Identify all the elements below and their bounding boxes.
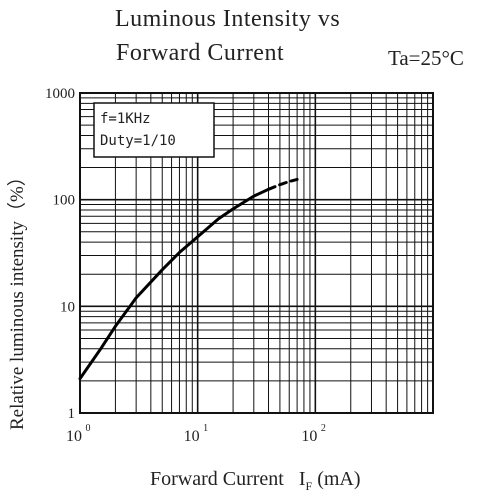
y-tick-label: 100 <box>53 193 76 209</box>
legend-line: f=1KHz <box>100 111 151 127</box>
legend-box <box>93 102 215 158</box>
plot-frame <box>79 92 434 414</box>
x-axis-label-symbol: I <box>298 468 306 490</box>
x-axis-label-unit: (mA) <box>317 468 361 490</box>
chart-title-line1: Luminous Intensity vs <box>115 6 341 32</box>
y-tick-label: 1000 <box>45 86 75 102</box>
series-line-dashed <box>267 177 299 191</box>
x-tick-label-exponent: 0 <box>86 423 91 434</box>
x-axis-label: Forward Current IF (mA) <box>150 468 361 494</box>
x-tick-label-base: 10 <box>301 428 317 445</box>
x-tick-label-base: 10 <box>184 428 200 445</box>
x-tick-label-exponent: 1 <box>203 423 208 434</box>
y-tick-label: 10 <box>60 299 75 315</box>
x-tick-label-exponent: 2 <box>321 423 326 434</box>
x-axis-label-text: Forward Current <box>150 468 284 490</box>
series-line-solid <box>78 187 270 381</box>
legend-line: Duty=1/10 <box>100 133 176 149</box>
x-axis-label-subscript: F <box>305 479 313 493</box>
x-tick-label-base: 10 <box>66 428 82 445</box>
chart-title-line2: Forward Current <box>116 40 285 66</box>
y-tick-label: 1 <box>68 406 76 422</box>
test-condition-label: Ta=25°C <box>388 46 464 70</box>
